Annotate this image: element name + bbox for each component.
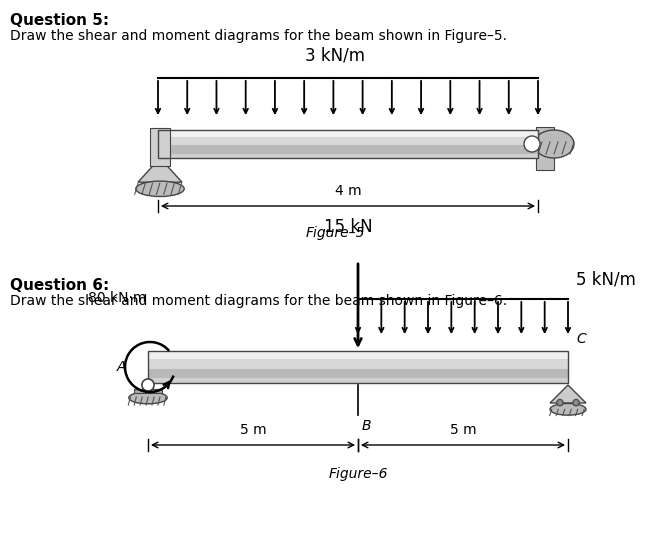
Text: Figure–6: Figure–6 [328,467,388,481]
Circle shape [142,379,154,391]
Bar [158,137,538,145]
Text: Question 6:: Question 6: [10,278,109,293]
Bar [158,130,538,158]
Circle shape [573,399,579,406]
Text: C: C [576,332,586,346]
Text: A: A [117,360,126,374]
Text: 3 kN/m: 3 kN/m [305,46,365,64]
Polygon shape [138,158,182,182]
Bar [158,145,538,154]
Text: 4 m: 4 m [335,184,361,198]
Bar [158,154,538,158]
Ellipse shape [534,130,574,158]
Polygon shape [550,385,586,403]
Text: 5 kN/m: 5 kN/m [576,271,636,289]
Text: Draw the shear and moment diagrams for the beam shown in Figure–6.: Draw the shear and moment diagrams for t… [10,294,507,308]
Text: 5 m: 5 m [240,423,266,437]
Text: Question 5:: Question 5: [10,13,109,28]
Circle shape [557,399,563,406]
Bar [148,369,568,378]
Text: 15 kN: 15 kN [323,218,372,236]
Circle shape [524,136,540,152]
Text: Draw the shear and moment diagrams for the beam shown in Figure–5.: Draw the shear and moment diagrams for t… [10,29,507,43]
Bar [536,127,554,170]
Ellipse shape [129,392,167,404]
Text: 80 kN·m: 80 kN·m [88,291,146,305]
Bar [148,359,568,369]
Bar [148,351,568,383]
Bar [150,128,170,166]
Ellipse shape [550,403,586,415]
Text: B: B [362,419,372,433]
Bar [134,389,162,393]
Text: Figure–5: Figure–5 [305,226,365,240]
Bar [148,378,568,383]
Bar [148,351,568,359]
Text: 5 m: 5 m [450,423,476,437]
Ellipse shape [136,181,185,197]
Bar [158,130,538,137]
